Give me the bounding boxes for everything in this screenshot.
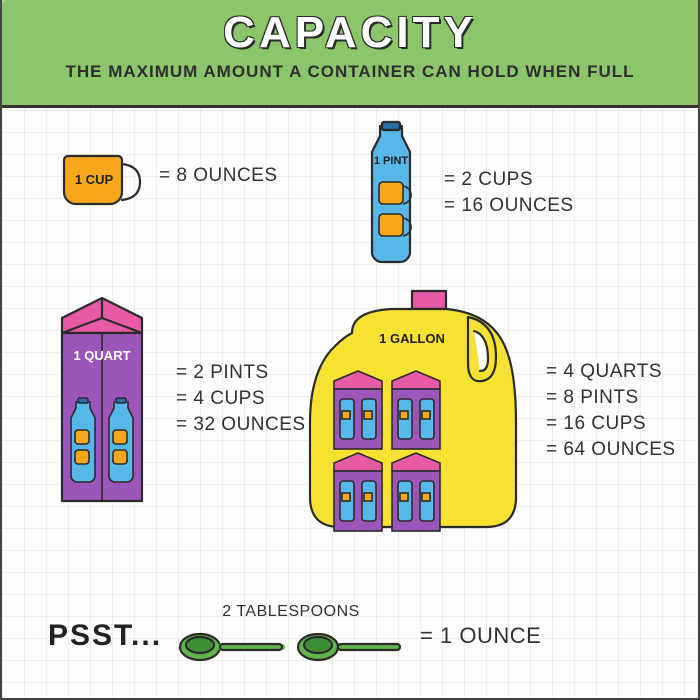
two-spoons-icon	[176, 625, 406, 669]
pint-label: 1 PINT	[374, 155, 409, 167]
cup-label: 1 CUP	[75, 172, 114, 187]
cup-eq-1: = 8 OUNCES	[159, 165, 278, 187]
quart-label: 1 QUART	[73, 348, 130, 363]
content-area: 1 CUP = 8 OUNCES 1	[2, 108, 698, 698]
quart-carton-icon: 1 QUART	[42, 288, 162, 513]
quart-eq-3: = 32 OUNCES	[176, 414, 306, 436]
pint-bottle-icon: 1 PINT	[352, 120, 430, 270]
header-band: CAPACITY THE MAXIMUM AMOUNT A CONTAINER …	[2, 0, 698, 108]
gallon-eq-1: = 4 QUARTS	[546, 361, 676, 383]
gallon-eq-4: = 64 OUNCES	[546, 439, 676, 461]
gallon-jug-icon: 1 GALLON	[292, 283, 532, 543]
gallon-eq-3: = 16 CUPS	[546, 413, 676, 435]
cup-section: 1 CUP = 8 OUNCES	[50, 138, 278, 218]
gallon-eq-2: = 8 PINTS	[546, 387, 676, 409]
pint-eq-2: = 16 OUNCES	[444, 195, 574, 217]
pint-section: 1 PINT = 2 CUPS = 16 OUNCES	[352, 120, 574, 270]
gallon-label: 1 GALLON	[379, 331, 445, 346]
gallon-section: 1 GALLON = 4 QUARTS = 8 PINTS = 16 CUPS …	[292, 283, 676, 543]
psst-section: PSST... 2 TABLESPOONS	[48, 603, 541, 669]
quart-section: 1 QUART = 2 PINTS = 4 CUPS = 32 OUNCES	[42, 288, 306, 513]
quart-eq-1: = 2 PINTS	[176, 362, 306, 384]
tablespoons-label: 2 TABLESPOONS	[222, 603, 360, 621]
capacity-poster: CAPACITY THE MAXIMUM AMOUNT A CONTAINER …	[0, 0, 700, 700]
cup-icon: 1 CUP	[50, 138, 145, 218]
psst-lead: PSST...	[48, 619, 162, 653]
page-subtitle: THE MAXIMUM AMOUNT A CONTAINER CAN HOLD …	[2, 62, 698, 82]
tablespoons-group: 2 TABLESPOONS	[176, 603, 406, 669]
psst-eq-1: = 1 OUNCE	[420, 623, 541, 649]
page-title: CAPACITY	[2, 8, 698, 58]
pint-eq-1: = 2 CUPS	[444, 169, 574, 191]
quart-eq-2: = 4 CUPS	[176, 388, 306, 410]
